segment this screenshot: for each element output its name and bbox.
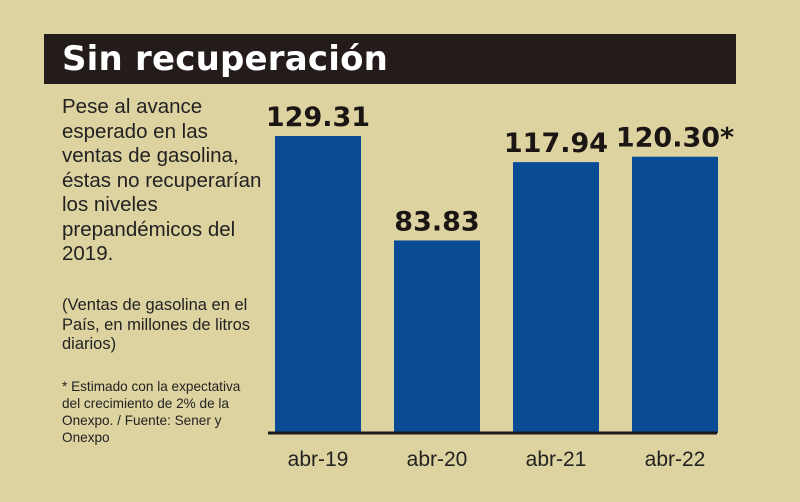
chart-title: Sin recuperación <box>62 39 389 79</box>
bars-group: 129.31 abr-19 83.83 abr-20 117.94 abr-21 120.3… <box>266 102 734 471</box>
x-tick-label-abr-22: abr-22 <box>645 448 706 471</box>
title-bar: Sin recuperación <box>44 34 736 84</box>
bar-abr-21 <box>513 162 599 433</box>
x-tick-label-abr-21: abr-21 <box>526 448 587 471</box>
value-label-abr-19: 129.31 <box>266 102 370 133</box>
value-label-abr-20: 83.83 <box>394 206 479 237</box>
value-label-abr-21: 117.94 <box>504 128 608 159</box>
bar-abr-22 <box>632 156 718 434</box>
footnote: * Estimado con la expectativa del crecim… <box>62 379 241 445</box>
bar-abr-20 <box>394 240 480 433</box>
units-note: (Ventas de gasolina en el País, en millo… <box>62 296 251 354</box>
bar-abr-19 <box>275 136 361 433</box>
value-label-abr-22: 120.30* <box>616 123 734 154</box>
description-text: Pese al avance esperado en las ventas de… <box>62 95 262 265</box>
x-tick-label-abr-19: abr-19 <box>288 448 349 471</box>
x-tick-label-abr-20: abr-20 <box>407 448 468 471</box>
